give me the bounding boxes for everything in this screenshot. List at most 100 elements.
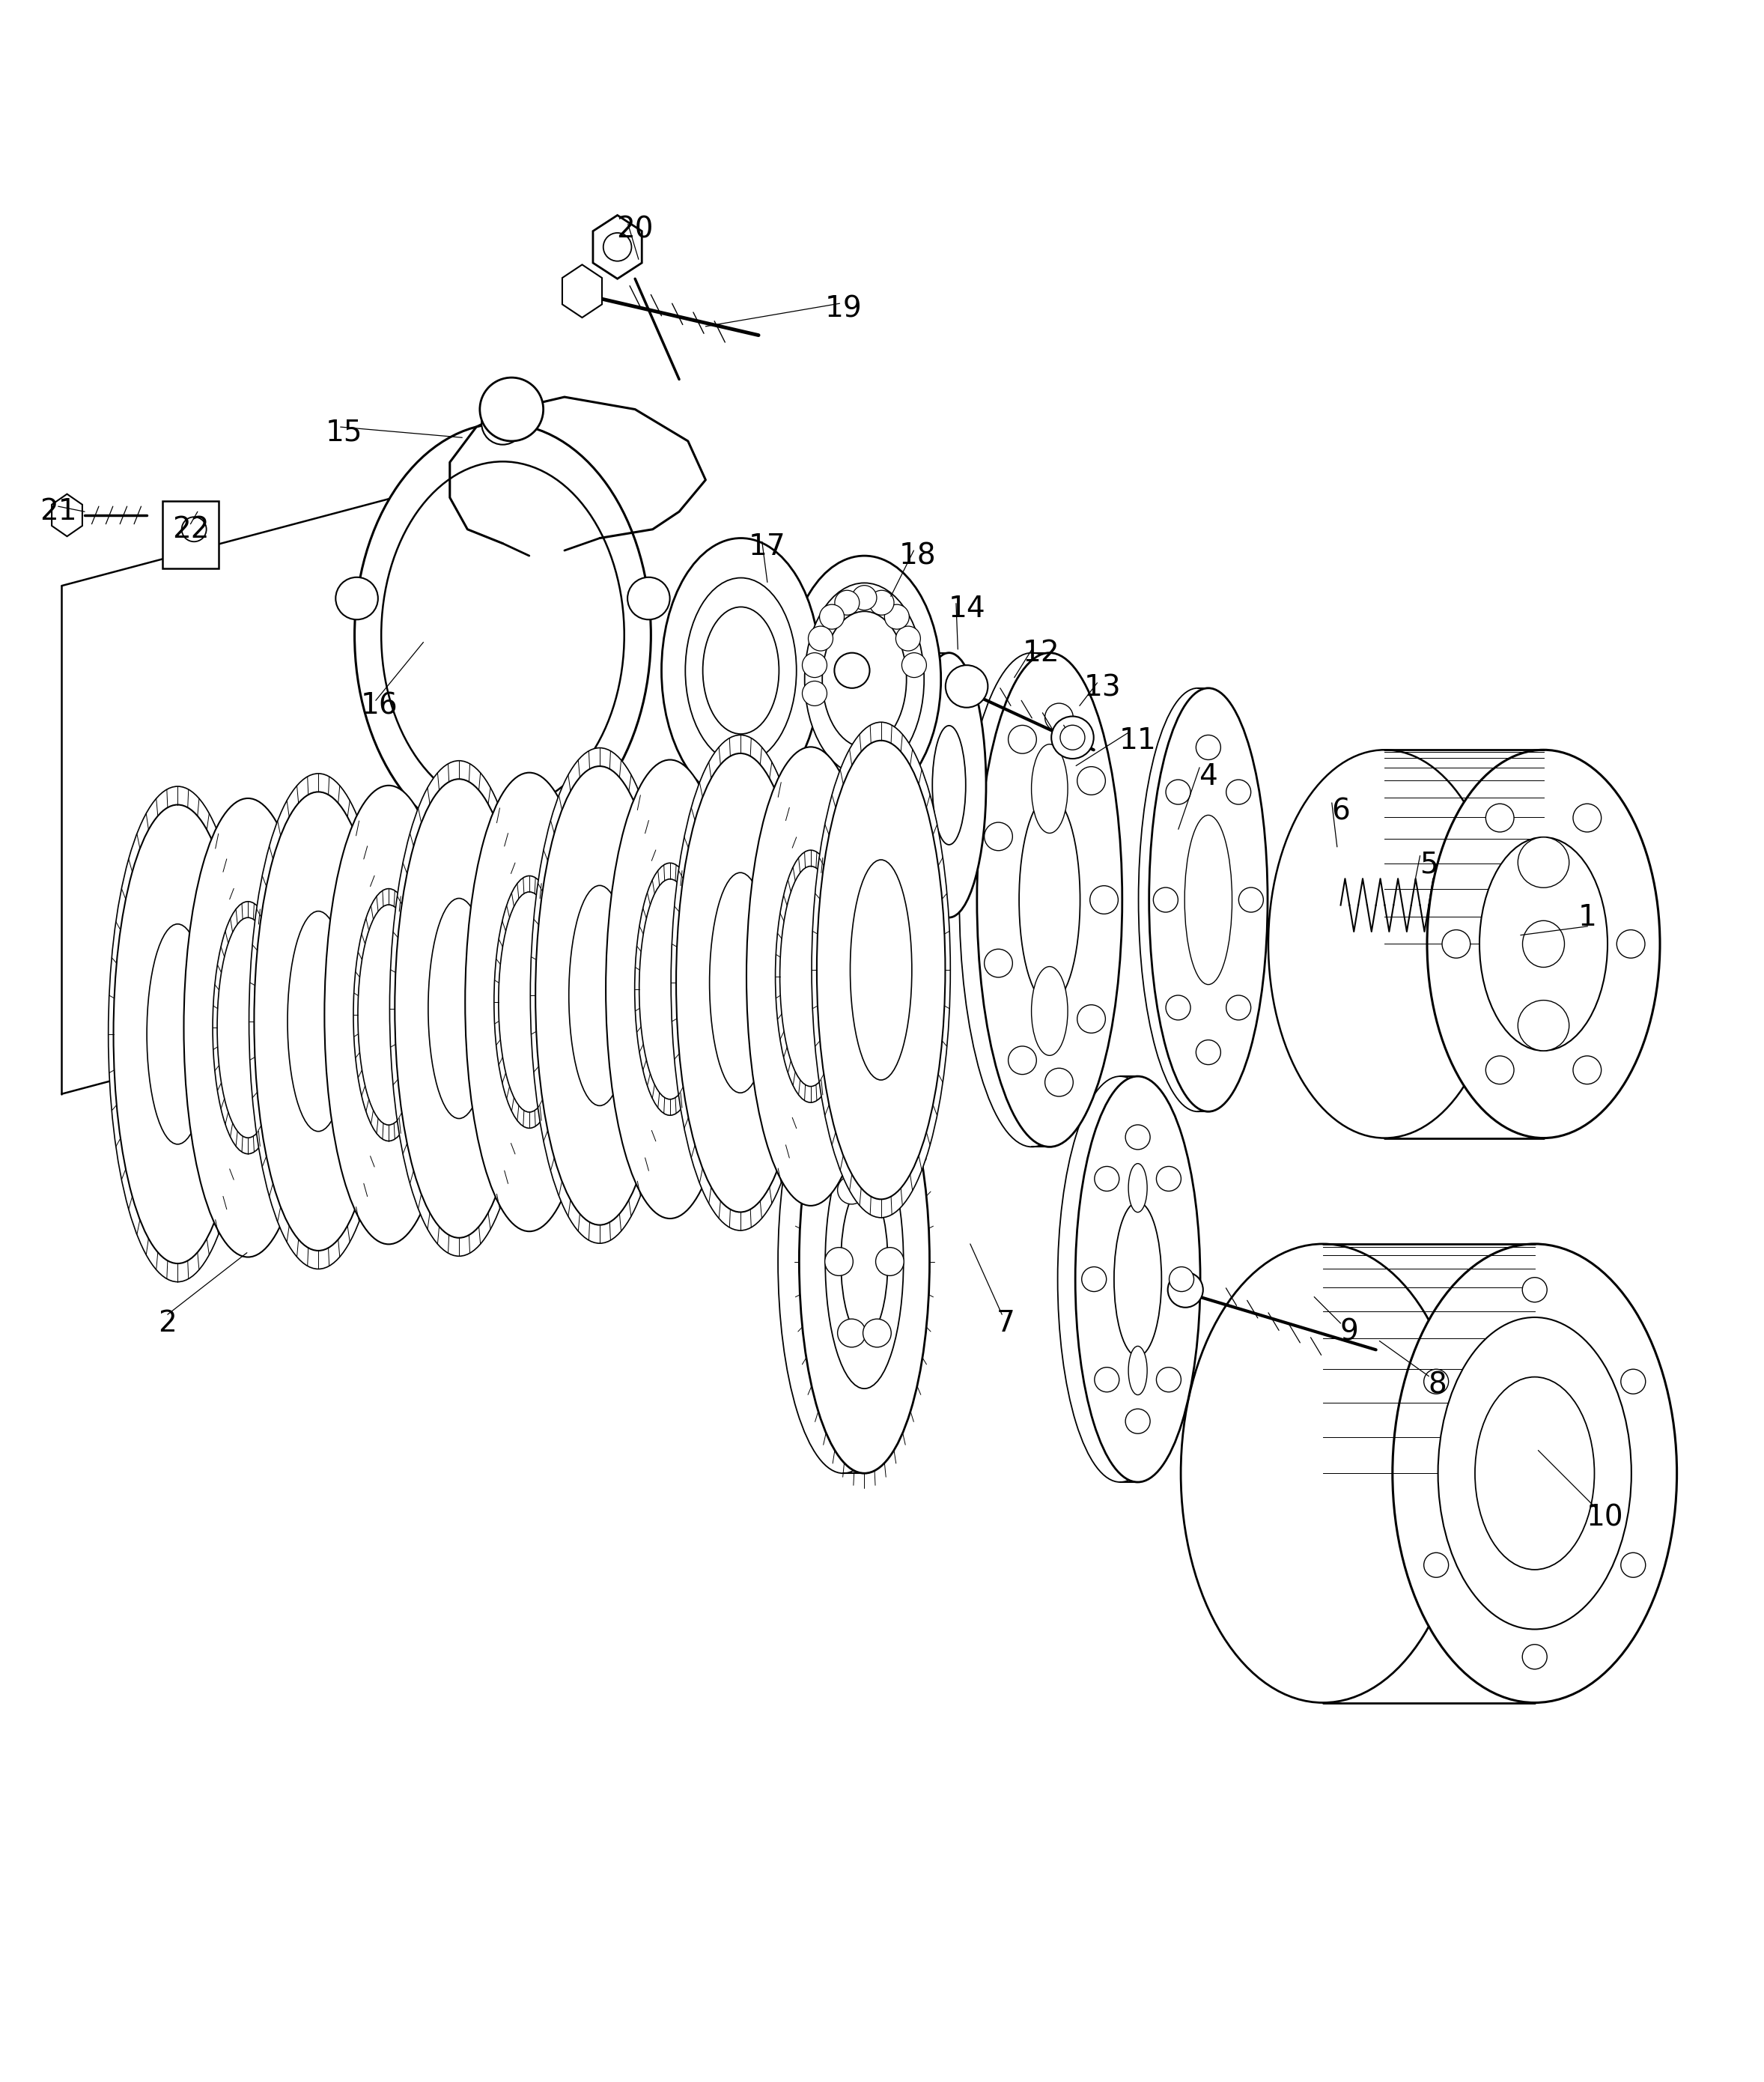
Circle shape [480, 377, 543, 441]
Circle shape [808, 627, 833, 652]
Circle shape [628, 577, 670, 620]
Ellipse shape [960, 654, 1104, 1147]
Circle shape [1168, 1272, 1203, 1307]
Circle shape [1154, 887, 1178, 912]
Ellipse shape [355, 423, 651, 847]
Ellipse shape [531, 747, 669, 1243]
Circle shape [1616, 931, 1644, 958]
Ellipse shape [466, 772, 593, 1230]
Circle shape [803, 654, 827, 677]
Ellipse shape [146, 924, 208, 1145]
Ellipse shape [702, 608, 780, 735]
Circle shape [1573, 804, 1602, 833]
Circle shape [834, 591, 859, 614]
Circle shape [1226, 995, 1251, 1020]
Ellipse shape [325, 785, 453, 1245]
Text: 17: 17 [748, 533, 787, 562]
Circle shape [984, 822, 1013, 852]
Ellipse shape [977, 654, 1122, 1147]
Ellipse shape [1138, 689, 1258, 1112]
Ellipse shape [249, 775, 388, 1270]
Circle shape [884, 604, 908, 629]
Text: 5: 5 [1420, 849, 1438, 879]
Circle shape [485, 839, 520, 874]
Text: 3: 3 [732, 920, 750, 949]
Circle shape [1078, 766, 1106, 795]
Ellipse shape [639, 879, 700, 1099]
Ellipse shape [353, 889, 423, 1141]
Circle shape [834, 654, 870, 689]
Ellipse shape [1180, 1243, 1466, 1703]
Ellipse shape [746, 747, 875, 1205]
Circle shape [1573, 1056, 1602, 1085]
Ellipse shape [108, 787, 247, 1283]
Ellipse shape [288, 912, 349, 1131]
Ellipse shape [1268, 750, 1501, 1139]
Ellipse shape [684, 579, 796, 764]
Circle shape [482, 402, 524, 446]
Circle shape [1009, 725, 1037, 754]
Ellipse shape [662, 537, 820, 804]
Text: 20: 20 [616, 214, 654, 244]
Circle shape [946, 664, 988, 708]
Circle shape [1424, 1553, 1448, 1578]
Text: 19: 19 [824, 294, 863, 323]
Ellipse shape [822, 612, 907, 747]
Circle shape [1157, 1368, 1182, 1393]
Ellipse shape [1032, 966, 1067, 1056]
Circle shape [482, 827, 524, 868]
Ellipse shape [841, 1185, 887, 1339]
Text: 21: 21 [39, 498, 78, 527]
Ellipse shape [780, 866, 841, 1087]
Ellipse shape [811, 722, 951, 1218]
Text: 7: 7 [997, 1310, 1014, 1337]
Circle shape [852, 585, 877, 610]
Circle shape [1078, 1006, 1106, 1033]
Text: 16: 16 [360, 691, 399, 720]
Text: 12: 12 [1021, 639, 1060, 666]
Circle shape [335, 577, 377, 620]
Ellipse shape [850, 860, 912, 1081]
Ellipse shape [183, 797, 312, 1258]
Polygon shape [51, 493, 83, 537]
Text: 13: 13 [1083, 675, 1122, 702]
Ellipse shape [826, 1135, 903, 1389]
Circle shape [826, 1247, 854, 1276]
Circle shape [1060, 725, 1085, 750]
Text: 2: 2 [159, 1310, 176, 1337]
Circle shape [1621, 1370, 1646, 1393]
Circle shape [1196, 1039, 1221, 1064]
Ellipse shape [1129, 1164, 1147, 1212]
Ellipse shape [568, 885, 630, 1106]
Ellipse shape [1020, 795, 1080, 1004]
Ellipse shape [499, 891, 561, 1112]
Circle shape [984, 949, 1013, 976]
Ellipse shape [1032, 743, 1067, 833]
Circle shape [838, 1320, 866, 1347]
Circle shape [1424, 1370, 1448, 1393]
Text: 22: 22 [171, 514, 210, 543]
Circle shape [896, 627, 921, 652]
Text: 14: 14 [947, 595, 986, 623]
Ellipse shape [113, 806, 242, 1264]
Text: 4: 4 [1200, 762, 1217, 791]
Ellipse shape [804, 583, 924, 777]
Circle shape [1166, 779, 1191, 804]
Text: 1: 1 [1579, 904, 1596, 933]
Ellipse shape [254, 791, 383, 1251]
Ellipse shape [536, 766, 663, 1224]
Ellipse shape [429, 897, 490, 1118]
Ellipse shape [1129, 1347, 1147, 1395]
Ellipse shape [894, 654, 968, 918]
Ellipse shape [670, 735, 810, 1230]
Polygon shape [563, 264, 602, 319]
Circle shape [1166, 995, 1191, 1020]
Circle shape [875, 1247, 903, 1276]
Ellipse shape [933, 727, 965, 845]
Ellipse shape [1427, 750, 1660, 1139]
Circle shape [1226, 779, 1251, 804]
Circle shape [1125, 1124, 1150, 1149]
Text: 6: 6 [1332, 797, 1349, 827]
Ellipse shape [1185, 816, 1231, 985]
Circle shape [1485, 804, 1514, 833]
